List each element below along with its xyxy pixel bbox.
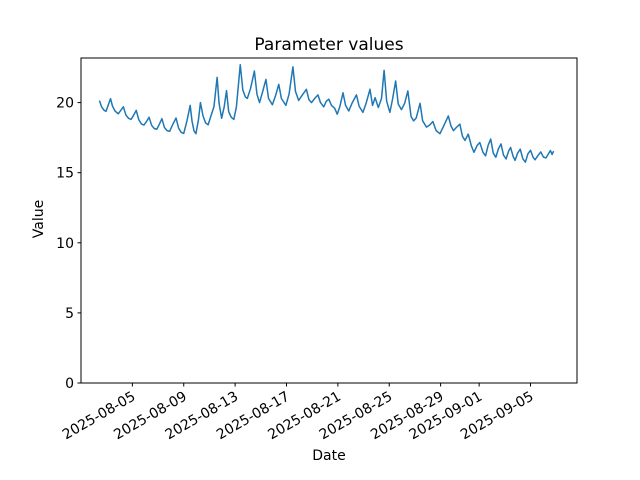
x-axis-label: Date — [312, 448, 346, 464]
chart-title: Parameter values — [254, 35, 404, 55]
y-tick-label: 20 — [56, 96, 74, 112]
plot-area — [81, 58, 577, 383]
data-line-parameter — [98, 63, 555, 163]
axes-spines — [80, 57, 578, 384]
y-axis-label: Value — [31, 199, 47, 239]
y-tick-label: 10 — [56, 236, 74, 252]
y-tick-label: 5 — [65, 306, 74, 322]
y-tick-label: 15 — [56, 166, 74, 182]
y-tick-label: 0 — [65, 376, 74, 392]
